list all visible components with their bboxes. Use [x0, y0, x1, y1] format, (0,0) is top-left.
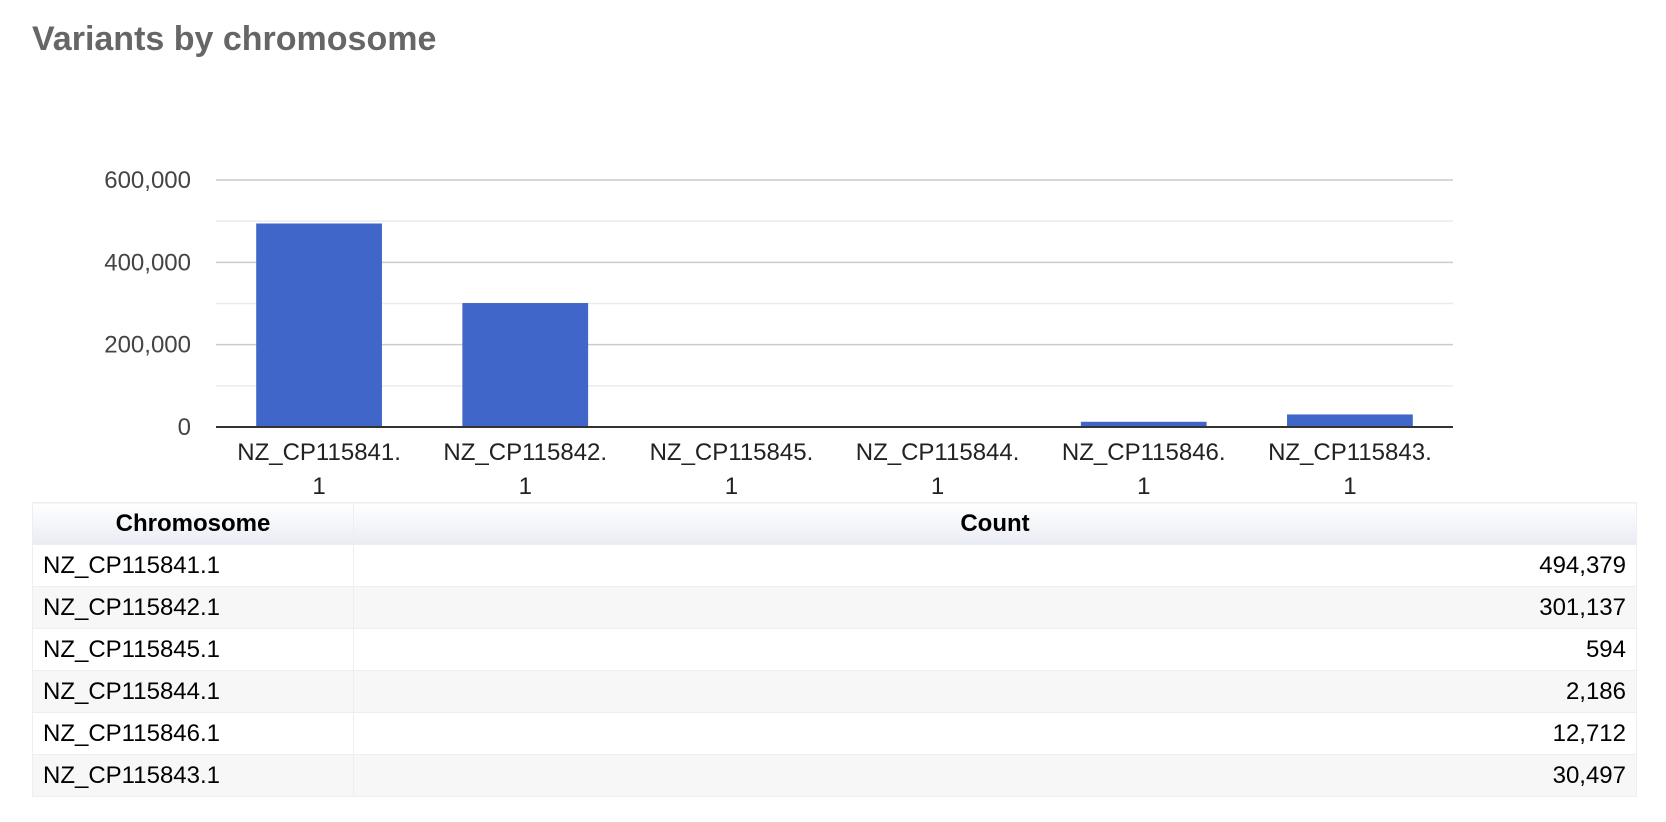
table-row: NZ_CP115841.1 494,379 [32, 544, 1637, 587]
chromosome-cell: NZ_CP115845.1 [32, 628, 354, 671]
x-category-label: NZ_CP115845. [650, 439, 814, 466]
bar[interactable] [462, 303, 589, 427]
chromosome-cell: NZ_CP115842.1 [32, 586, 354, 629]
chromosome-cell: NZ_CP115843.1 [32, 754, 354, 797]
x-category-label: NZ_CP115841. [237, 439, 401, 466]
x-category-label: 1 [312, 473, 325, 500]
table-row: NZ_CP115845.1 594 [32, 628, 1637, 671]
count-cell: 2,186 [353, 670, 1637, 713]
table-row: NZ_CP115844.1 2,186 [32, 670, 1637, 713]
page-title: Variants by chromosome [32, 20, 437, 58]
count-cell: 301,137 [353, 586, 1637, 629]
chromosome-cell: NZ_CP115844.1 [32, 670, 354, 713]
variants-bar-chart: 0 200,000 400,000 600,000 NZ_CP115841. 1 NZ_CP… [104, 167, 1453, 500]
chromosome-cell: NZ_CP115841.1 [32, 544, 354, 587]
chromosome-count-table: Chromosome Count NZ_CP115841.1 494,379 N… [32, 502, 1637, 797]
x-category-label: 1 [1343, 473, 1356, 500]
x-category-label: 1 [931, 473, 944, 500]
x-category-label: 1 [519, 473, 532, 500]
bar-layer [256, 223, 1413, 427]
x-category-label: NZ_CP115843. [1268, 439, 1432, 466]
table-row: NZ_CP115842.1 301,137 [32, 586, 1637, 629]
x-category-label: NZ_CP115846. [1062, 439, 1226, 466]
x-category-label: NZ_CP115842. [443, 439, 607, 466]
table-header-row: Chromosome Count [32, 502, 1637, 545]
column-header-chromosome[interactable]: Chromosome [32, 502, 354, 545]
column-header-count[interactable]: Count [353, 502, 1637, 545]
x-category-label: NZ_CP115844. [856, 439, 1020, 466]
count-cell: 30,497 [353, 754, 1637, 797]
y-tick-label: 600,000 [104, 167, 191, 194]
chromosome-cell: NZ_CP115846.1 [32, 712, 354, 755]
bar[interactable] [1287, 414, 1413, 427]
count-cell: 12,712 [353, 712, 1637, 755]
bar[interactable] [256, 223, 382, 427]
y-tick-label: 200,000 [104, 332, 191, 359]
table-row: NZ_CP115846.1 12,712 [32, 712, 1637, 755]
x-category-label: 1 [725, 473, 738, 500]
grid-layer [216, 179, 1453, 387]
bar[interactable] [1080, 421, 1207, 427]
y-tick-label: 400,000 [104, 249, 191, 276]
count-cell: 494,379 [353, 544, 1637, 587]
table-row: NZ_CP115843.1 30,497 [32, 754, 1637, 797]
count-cell: 594 [353, 628, 1637, 671]
x-category-label: 1 [1137, 473, 1150, 500]
axis-layer: 0 200,000 400,000 600,000 NZ_CP115841. 1 NZ_CP… [104, 167, 1453, 500]
y-tick-label: 0 [178, 414, 191, 441]
